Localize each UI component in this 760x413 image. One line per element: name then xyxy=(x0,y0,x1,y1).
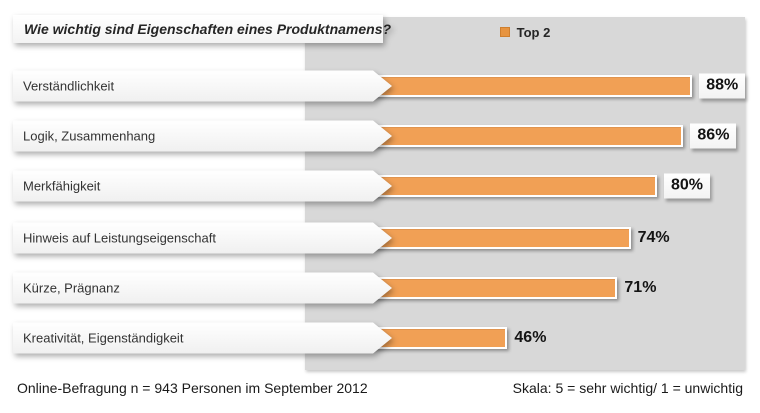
category-label-box: Verständlichkeit xyxy=(13,71,392,102)
category-label-box: Kreativität, Eigenständigkeit xyxy=(13,323,392,354)
footnote-scale: Skala: 5 = sehr wichtig/ 1 = unwichtig xyxy=(512,380,743,396)
category-label: Hinweis auf Leistungseigenschaft xyxy=(23,230,216,246)
category-label: Merkfähigkeit xyxy=(23,178,101,194)
value-label: 86% xyxy=(690,123,737,149)
value-label: 71% xyxy=(624,279,657,296)
chart-title: Wie wichtig sind Eigenschaften eines Pro… xyxy=(24,21,392,37)
chart-legend: Top 2 xyxy=(305,23,745,41)
category-label-box: Kürze, Prägnanz xyxy=(13,273,392,304)
category-label: Kürze, Prägnanz xyxy=(23,280,120,296)
category-label-box: Logik, Zusammenhang xyxy=(13,121,392,152)
category-label: Kreativität, Eigenständigkeit xyxy=(23,330,184,346)
category-label-box: Merkfähigkeit xyxy=(13,171,392,202)
value-label: 88% xyxy=(699,73,746,99)
chart-title-box: Wie wichtig sind Eigenschaften eines Pro… xyxy=(13,15,391,43)
category-label: Logik, Zusammenhang xyxy=(23,128,156,144)
value-label: 74% xyxy=(637,229,670,246)
value-label: 46% xyxy=(514,329,547,346)
category-label-box: Hinweis auf Leistungseigenschaft xyxy=(13,223,392,254)
footnote-sample: Online-Befragung n = 943 Personen im Sep… xyxy=(17,380,368,396)
category-label: Verständlichkeit xyxy=(23,78,115,94)
value-label: 80% xyxy=(664,173,711,199)
legend-label: Top 2 xyxy=(516,24,551,40)
legend-swatch-icon xyxy=(499,27,510,37)
